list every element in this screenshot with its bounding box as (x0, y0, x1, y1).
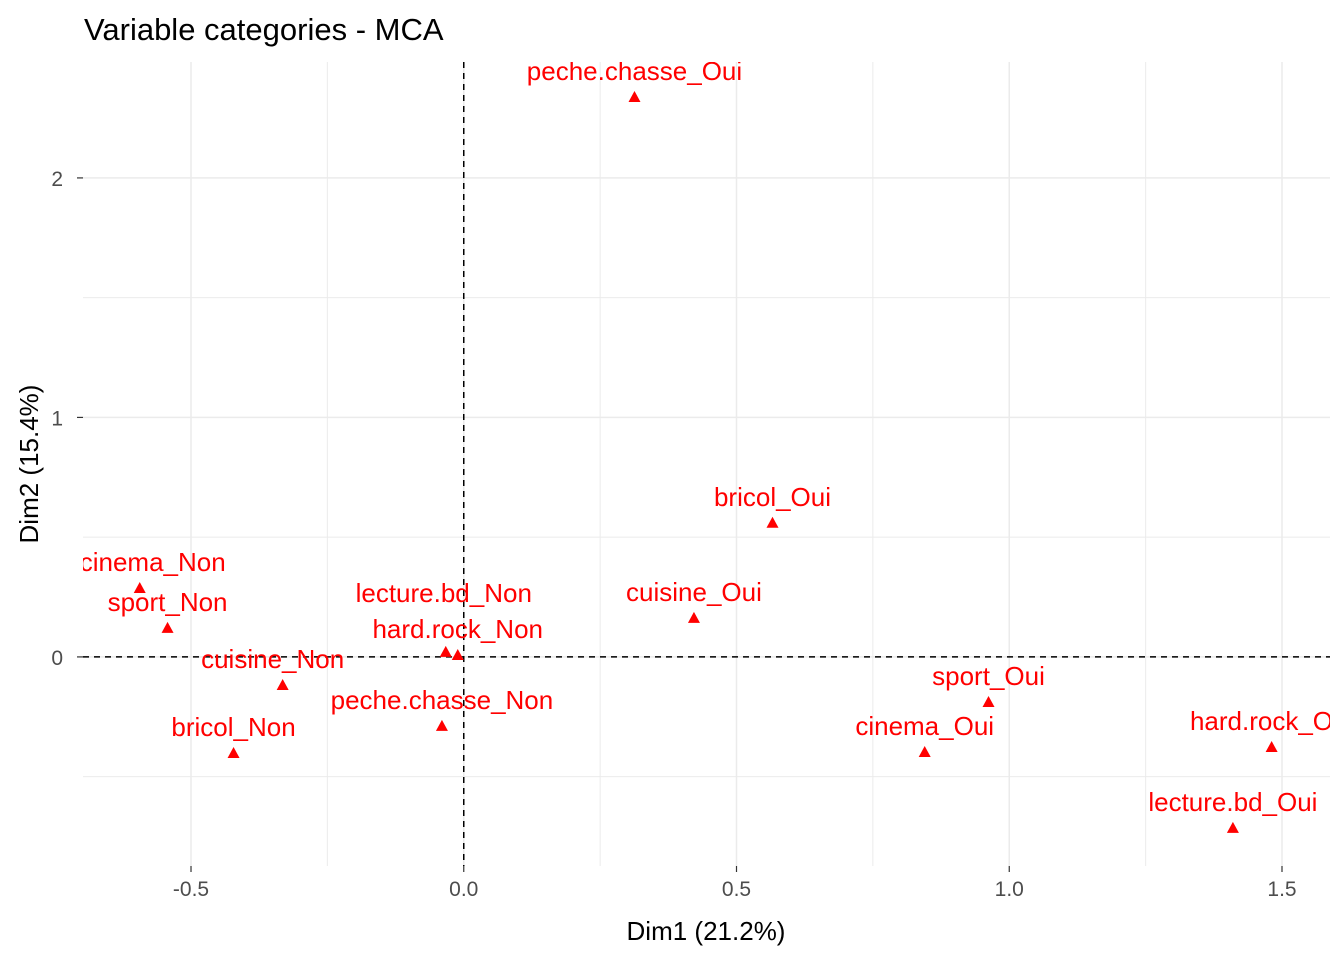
point-marker (1265, 740, 1278, 752)
point-marker (451, 649, 464, 661)
y-axis-label: Dim2 (15.4%) (14, 385, 44, 544)
point-marker (227, 746, 240, 758)
point-label: peche.chasse_Non (331, 685, 554, 715)
point-marker (766, 516, 779, 528)
point-marker (276, 678, 289, 690)
point-marker (628, 90, 641, 102)
point-marker (435, 719, 448, 731)
point-marker (133, 581, 146, 593)
y-tick-label: 0 (51, 647, 63, 670)
point-label: sport_Oui (932, 661, 1045, 691)
x-tick-label: 0.5 (722, 878, 751, 901)
point-label: peche.chasse_Oui (527, 56, 742, 86)
grid (83, 62, 1330, 866)
axes: -0.5 0.0 0.5 1.0 1.5 0 1 2 (51, 62, 1330, 901)
chart-title: Variable categories - MCA (84, 12, 444, 47)
point-marker (687, 611, 700, 623)
point-label: bricol_Oui (714, 482, 831, 512)
point-marker (982, 695, 995, 707)
y-tick-label: 2 (51, 168, 63, 191)
x-tick-label: 1.0 (995, 878, 1024, 901)
point-marker (439, 645, 452, 657)
x-tick-label: 0.0 (449, 878, 478, 901)
y-tick-label: 1 (51, 407, 63, 430)
point-label: lecture.bd_Oui (1148, 787, 1317, 817)
point-marker (1226, 821, 1239, 833)
point-label: hard.rock_Non (372, 614, 543, 644)
x-tick-label: -0.5 (173, 878, 209, 901)
point-label: bricol_Non (171, 712, 295, 742)
point-label: cinema_Non (80, 547, 226, 577)
point-marker (918, 745, 931, 757)
point-marker (161, 621, 174, 633)
point-label: lecture.bd_Non (356, 578, 532, 608)
x-tick-label: 1.5 (1267, 878, 1296, 901)
point-label: hard.rock_Oui (1190, 706, 1344, 736)
point-label: sport_Non (108, 587, 228, 617)
point-label: cinema_Oui (855, 711, 994, 741)
point-label: cuisine_Oui (626, 577, 762, 607)
x-axis-label: Dim1 (21.2%) (627, 916, 786, 946)
points: peche.chasse_Ouibricol_Ouicuisine_Ouispo… (80, 56, 1344, 833)
point-label: cuisine_Non (201, 644, 344, 674)
